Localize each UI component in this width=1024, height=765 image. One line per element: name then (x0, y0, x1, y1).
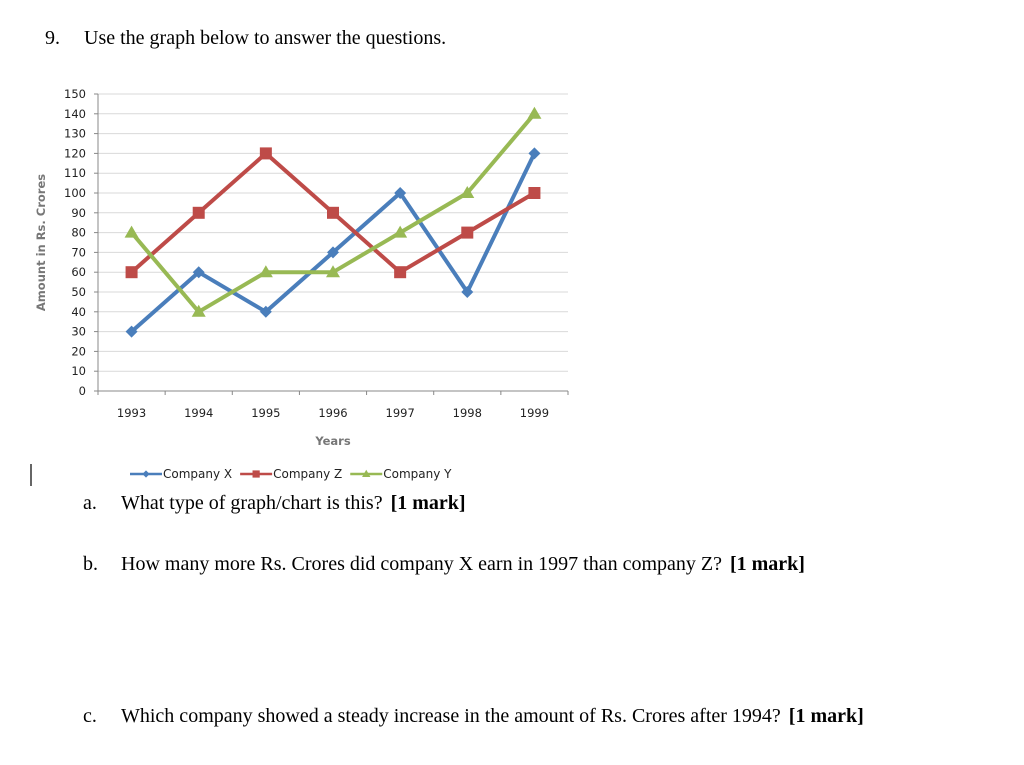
y-tick-label: 40 (71, 305, 86, 319)
marker (259, 305, 272, 318)
y-tick-label: 140 (64, 107, 86, 121)
question-text: Use the graph below to answer the questi… (84, 27, 446, 49)
x-tick-label: 1996 (318, 406, 347, 420)
marker (527, 106, 542, 119)
part-question: Which company showed a steady increase i… (121, 705, 781, 727)
marker (258, 265, 273, 278)
y-tick-label: 20 (71, 344, 86, 358)
y-tick-label: 10 (71, 364, 86, 378)
legend-label: Company Z (273, 467, 342, 481)
y-tick-label: 90 (71, 206, 86, 220)
part-mark: [1 mark] (789, 705, 864, 727)
marker (528, 147, 541, 160)
marker (460, 186, 475, 198)
part-label: a. (83, 492, 97, 514)
marker (528, 187, 541, 199)
part-label: c. (83, 705, 97, 727)
legend-label: Company X (163, 467, 232, 481)
question-number: 9. (45, 27, 60, 49)
marker (259, 147, 272, 160)
marker (394, 266, 407, 279)
x-tick-label: 1997 (386, 406, 415, 420)
y-tick-label: 100 (64, 186, 86, 200)
y-tick-label: 110 (64, 166, 86, 180)
part-question: How many more Rs. Crores did company X e… (121, 553, 722, 575)
x-axis-title: Years (314, 434, 351, 448)
x-tick-label: 1995 (251, 406, 280, 420)
part-question: What type of graph/chart is this? (121, 492, 383, 514)
y-tick-label: 80 (71, 226, 86, 240)
y-tick-label: 120 (64, 146, 86, 160)
x-tick-label: 1993 (117, 406, 146, 420)
legend-marker (362, 469, 371, 477)
part-text: Which company showed a steady increase i… (121, 705, 864, 727)
y-tick-label: 50 (71, 285, 86, 299)
part-mark: [1 mark] (391, 492, 466, 514)
marker (124, 225, 139, 238)
y-tick-label: 130 (64, 127, 86, 141)
chart: 0 10 20 30 40 50 60 70 80 90 100 110 120 130 140 150 199… (34, 87, 569, 481)
legend-label: Company Y (383, 467, 452, 481)
marker (461, 226, 474, 239)
marker (192, 206, 205, 219)
part-text: What type of graph/chart is this? [1 mark… (121, 492, 466, 514)
marker (326, 265, 340, 278)
legend-marker (142, 470, 150, 478)
y-tick-label: 0 (79, 384, 86, 398)
y-tick-label: 60 (71, 265, 86, 279)
marker (327, 246, 339, 259)
marker (461, 286, 474, 298)
marker (191, 304, 206, 317)
marker (327, 206, 339, 219)
legend-marker (252, 470, 260, 478)
part-label: b. (83, 553, 98, 575)
y-axis-title: Amount in Rs. Crores (34, 174, 48, 311)
y-tick-label: 30 (71, 325, 86, 339)
x-tick-label: 1999 (520, 406, 549, 420)
part-text: How many more Rs. Crores did company X e… (121, 553, 805, 575)
x-tick-label: 1998 (453, 406, 482, 420)
marker (393, 225, 408, 238)
marker (394, 187, 407, 199)
y-tick-label: 150 (64, 87, 86, 101)
marker (125, 266, 138, 279)
part-mark: [1 mark] (730, 553, 805, 575)
x-tick-label: 1994 (184, 406, 213, 420)
marker (192, 266, 205, 279)
y-tick-label: 70 (71, 245, 86, 259)
marker (125, 325, 138, 338)
questions: a. What type of graph/chart is this? [1 ma… (83, 492, 864, 727)
